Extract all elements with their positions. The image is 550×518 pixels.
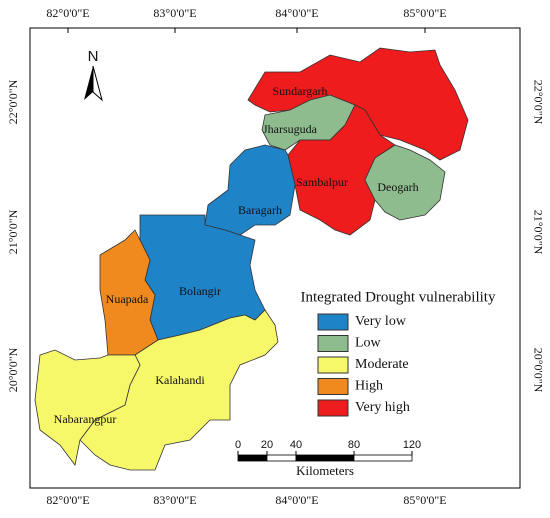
legend-swatch [317,335,349,352]
lon-label-bottom: 84°0'0"E [275,493,318,507]
district-label: Sambalpur [296,175,348,189]
legend-swatch [317,399,349,417]
district-label: Sundargarh [272,84,327,98]
lon-label-bottom: 83°0'0"E [153,493,196,507]
north-arrow-left [84,66,93,100]
scale-segment [237,454,268,462]
scale-unit: Kilometers [296,463,354,478]
legend-swatch [317,356,349,374]
lon-label-top: 85°0'0"E [403,6,446,20]
scale-tick-label: 20 [261,439,273,451]
district-label: Baragarh [238,203,282,217]
legend-swatch [317,378,349,395]
district-label: Bolangir [179,284,221,298]
districts [34,47,469,471]
lon-label-top: 84°0'0"E [275,6,318,20]
north-arrow-right [92,65,103,102]
legend-label: Very high [355,400,410,415]
lat-label-left: 22°0'0"N [6,79,20,124]
scale-tick-label: 80 [348,439,360,451]
district-label: Nabarangpur [54,412,117,426]
lat-label-left: 20°0'0"N [6,347,20,392]
scale-tick-label: 40 [290,439,302,451]
district-label: Jharsuguda [263,122,318,136]
scale-segment [353,454,413,462]
district-nuapada [99,229,159,356]
lat-label-right: 21°0'0"N [531,210,545,255]
lat-label-right: 20°0'0"N [531,348,545,393]
legend-label: High [355,379,383,394]
legend-swatch [317,313,349,331]
district-nabarangpur [34,349,141,466]
lon-label-bottom: 85°0'0"E [403,493,446,507]
district-label: Kalahandi [155,373,205,387]
scale-segment [295,454,355,462]
lat-label-left: 21°0'0"N [6,209,20,254]
legend-label: Moderate [355,357,409,372]
north-label: N [88,48,99,65]
north-arrow: N [84,48,103,102]
lon-label-top: 82°0'0"E [46,6,89,20]
legend-label: Very low [355,314,407,329]
scale-tick-label: 120 [403,439,421,451]
scale-segment [266,454,297,462]
legend-title: Integrated Drought vulnerability [301,289,496,305]
lat-label-right: 22°0'0"N [531,80,545,125]
district-label: Deogarh [377,180,418,194]
district-label: Nuapada [106,292,149,306]
district-deogarh [364,144,446,221]
lon-label-top: 83°0'0"E [153,6,196,20]
lon-label-bottom: 82°0'0"E [46,493,89,507]
scale-tick-label: 0 [235,439,241,451]
legend-label: Low [355,336,382,351]
